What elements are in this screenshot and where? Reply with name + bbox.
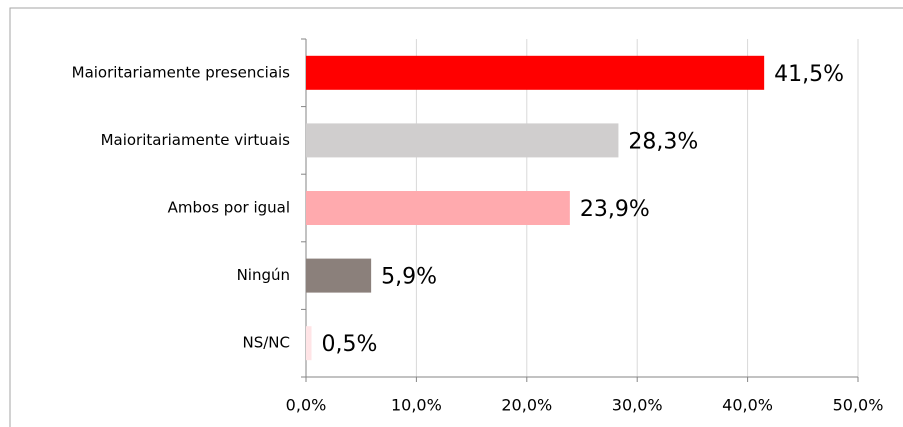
bar (306, 258, 372, 293)
y-tick-label: Maioritariamente virtuais (101, 131, 291, 149)
x-tick-label: 0,0% (286, 396, 327, 415)
x-tick-label: 10,0% (391, 396, 442, 415)
value-label: 41,5% (774, 62, 844, 87)
x-tick-label: 40,0% (722, 396, 773, 415)
y-tick-label: NS/NC (243, 334, 291, 352)
x-tick-label: 50,0% (833, 396, 884, 415)
y-tick-label: Maioritariamente presenciais (72, 63, 291, 81)
value-label: 28,3% (628, 129, 698, 154)
bar (306, 55, 765, 90)
bar (306, 191, 570, 225)
x-tick-label: 30,0% (612, 396, 663, 415)
bar (306, 326, 312, 361)
value-label: 23,9% (580, 197, 650, 222)
y-tick-label: Ningún (237, 266, 290, 284)
value-label: 0,5% (322, 332, 378, 357)
y-tick-label: Ambos por igual (168, 199, 290, 217)
value-label: 5,9% (381, 265, 437, 290)
chart-frame (9, 7, 903, 427)
x-tick-label: 20,0% (501, 396, 552, 415)
bar (306, 123, 619, 158)
